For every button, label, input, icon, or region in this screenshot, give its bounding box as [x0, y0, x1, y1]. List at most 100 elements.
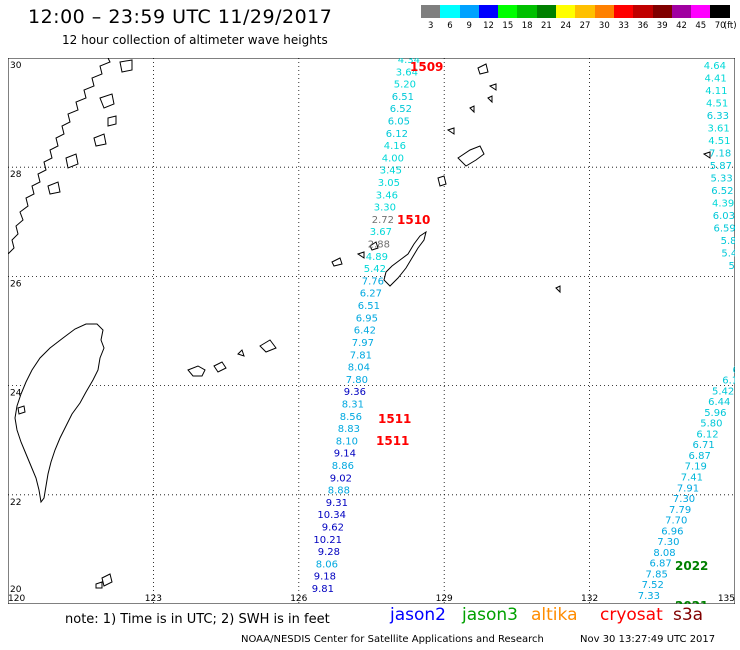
swh-value-label: 8.86 [332, 461, 354, 472]
scale-label: 45 [695, 21, 707, 31]
scale-swatch [633, 5, 653, 18]
swh-value-label: 6.03 [713, 211, 735, 222]
map-subtitle: 12 hour collection of altimeter wave hei… [62, 33, 328, 47]
scale-bin: 6 [440, 5, 460, 31]
scale-swatch [459, 5, 479, 18]
swh-value-label: 4.51 [708, 136, 730, 147]
swh-value-label: 4.39 [712, 199, 734, 210]
swh-value-label: 7.79 [669, 505, 691, 516]
longitude-tick-label: 129 [436, 594, 453, 604]
swh-value-label: 5. [728, 261, 735, 272]
satellite-legend-item: cryosat [600, 605, 663, 625]
swh-value-label: 3.05 [378, 178, 400, 189]
swh-value-label: 4.51 [706, 99, 728, 110]
swh-value-label: 4.41 [704, 74, 726, 85]
swh-value-label: 8.56 [340, 412, 362, 423]
swh-value-label: 3.46 [376, 190, 398, 201]
swh-value-label: 10.21 [313, 535, 342, 546]
wave-height-color-scale: 3 6 9 12 15 18 21 24 27 30 33 36 39 42 45 70 (ft) [421, 5, 737, 31]
swh-value-label: 5.87 [710, 161, 732, 172]
swh-value-label: 9.31 [326, 498, 348, 509]
swh-value-label: 2.72 [372, 215, 394, 226]
swh-value-label: 7.76 [362, 276, 384, 287]
pass-number-label: 1511 [376, 434, 409, 448]
swh-value-label: 7.70 [665, 516, 687, 527]
amami-island [457, 145, 485, 167]
scale-bin: 45 [691, 5, 711, 31]
swh-value-label: 3.64 [396, 67, 418, 78]
pass-number-label: 1509 [410, 60, 443, 74]
yaeyama-islands [187, 365, 206, 377]
swh-value-label: 6.51 [392, 92, 414, 103]
coastlines [8, 58, 711, 589]
scale-label: 30 [598, 21, 610, 31]
altimeter-map: 4.343.645.206.516.526.056.124.164.003.45… [8, 58, 735, 604]
swh-value-label: 7.18 [709, 149, 731, 160]
scale-swatch [556, 5, 576, 18]
swh-value-label: 6.12 [386, 129, 408, 140]
swh-value-label: 6.87 [689, 451, 711, 462]
swh-value-label: 4.11 [705, 86, 727, 97]
pass-number-label: 1510 [397, 213, 430, 227]
scale-label: 3 [427, 21, 434, 31]
swh-value-label: 5.96 [704, 408, 726, 419]
scale-unit-label: (ft) [723, 21, 737, 31]
swh-value-label: 6.96 [661, 526, 683, 537]
swh-value-label: 6.52 [390, 104, 412, 115]
scale-bin: 27 [575, 5, 595, 31]
latitude-tick-label: 20 [10, 585, 22, 595]
longitude-tick-label: 132 [581, 594, 598, 604]
scale-label: 24 [560, 21, 572, 31]
swh-value-label: 6. [733, 365, 735, 376]
swh-value-label: 9.28 [318, 547, 340, 558]
swh-value-label: 5.4 [721, 249, 735, 260]
taiwan-coastline [14, 323, 105, 504]
scale-swatch [421, 5, 441, 18]
swh-value-label: 9.14 [334, 449, 356, 460]
scale-bin: 3 [421, 5, 441, 31]
longitude-tick-label: 126 [290, 594, 307, 604]
altimeter-tracks: 4.343.645.206.516.526.056.124.164.003.45… [312, 58, 735, 602]
swh-value-label: 5.33 [710, 174, 732, 185]
latitude-tick-label: 26 [10, 279, 22, 289]
swh-value-label: 6.1 [722, 376, 735, 387]
swh-value-label: 3.67 [370, 227, 392, 238]
scale-bin: 33 [613, 5, 634, 31]
swh-value-label: 4.64 [704, 61, 726, 72]
swh-value-label: 7.91 [677, 483, 699, 494]
scale-swatch [594, 5, 614, 18]
scale-bin: 9 [459, 5, 479, 31]
scale-swatch [575, 5, 595, 18]
swh-value-label: 3.61 [707, 124, 729, 135]
swh-value-label: 3.30 [374, 203, 396, 214]
latitude-tick-label: 30 [10, 61, 22, 71]
swh-value-label: 8.08 [653, 548, 675, 559]
generation-timestamp: Nov 30 13:27:49 UTC 2017 [580, 634, 716, 645]
swh-value-label: 8.31 [342, 399, 364, 410]
scale-label: 33 [618, 21, 630, 31]
scale-swatch [710, 5, 730, 18]
swh-value-label: 6.52 [711, 186, 733, 197]
swh-value-label: 8.06 [316, 559, 338, 570]
swh-value-label: 10.34 [317, 510, 346, 521]
pass-number-label: 2022 [675, 559, 708, 573]
scale-swatch [652, 5, 672, 18]
swh-value-label: 5.80 [700, 419, 722, 430]
miyako-island [259, 339, 277, 353]
footnote: note: 1) Time is in UTC; 2) SWH is in fe… [65, 612, 330, 627]
swh-value-label: 9.02 [330, 473, 352, 484]
swh-value-label: 7.81 [350, 350, 372, 361]
latitude-tick-label: 24 [10, 389, 22, 399]
swh-value-label: 9.18 [314, 572, 336, 583]
scale-swatch [478, 5, 499, 18]
scale-label: 27 [579, 21, 591, 31]
scale-swatch [671, 5, 692, 18]
swh-value-label: 7.30 [673, 494, 695, 505]
swh-value-label: 6.87 [649, 559, 671, 570]
satellite-legend-item: jason2 [390, 605, 446, 625]
swh-value-label: 7.41 [681, 473, 703, 484]
scale-label: 15 [502, 21, 514, 31]
swh-value-label: 9.36 [344, 387, 366, 398]
swh-value-label: 4.34 [398, 58, 420, 66]
scale-label: 42 [676, 21, 687, 31]
